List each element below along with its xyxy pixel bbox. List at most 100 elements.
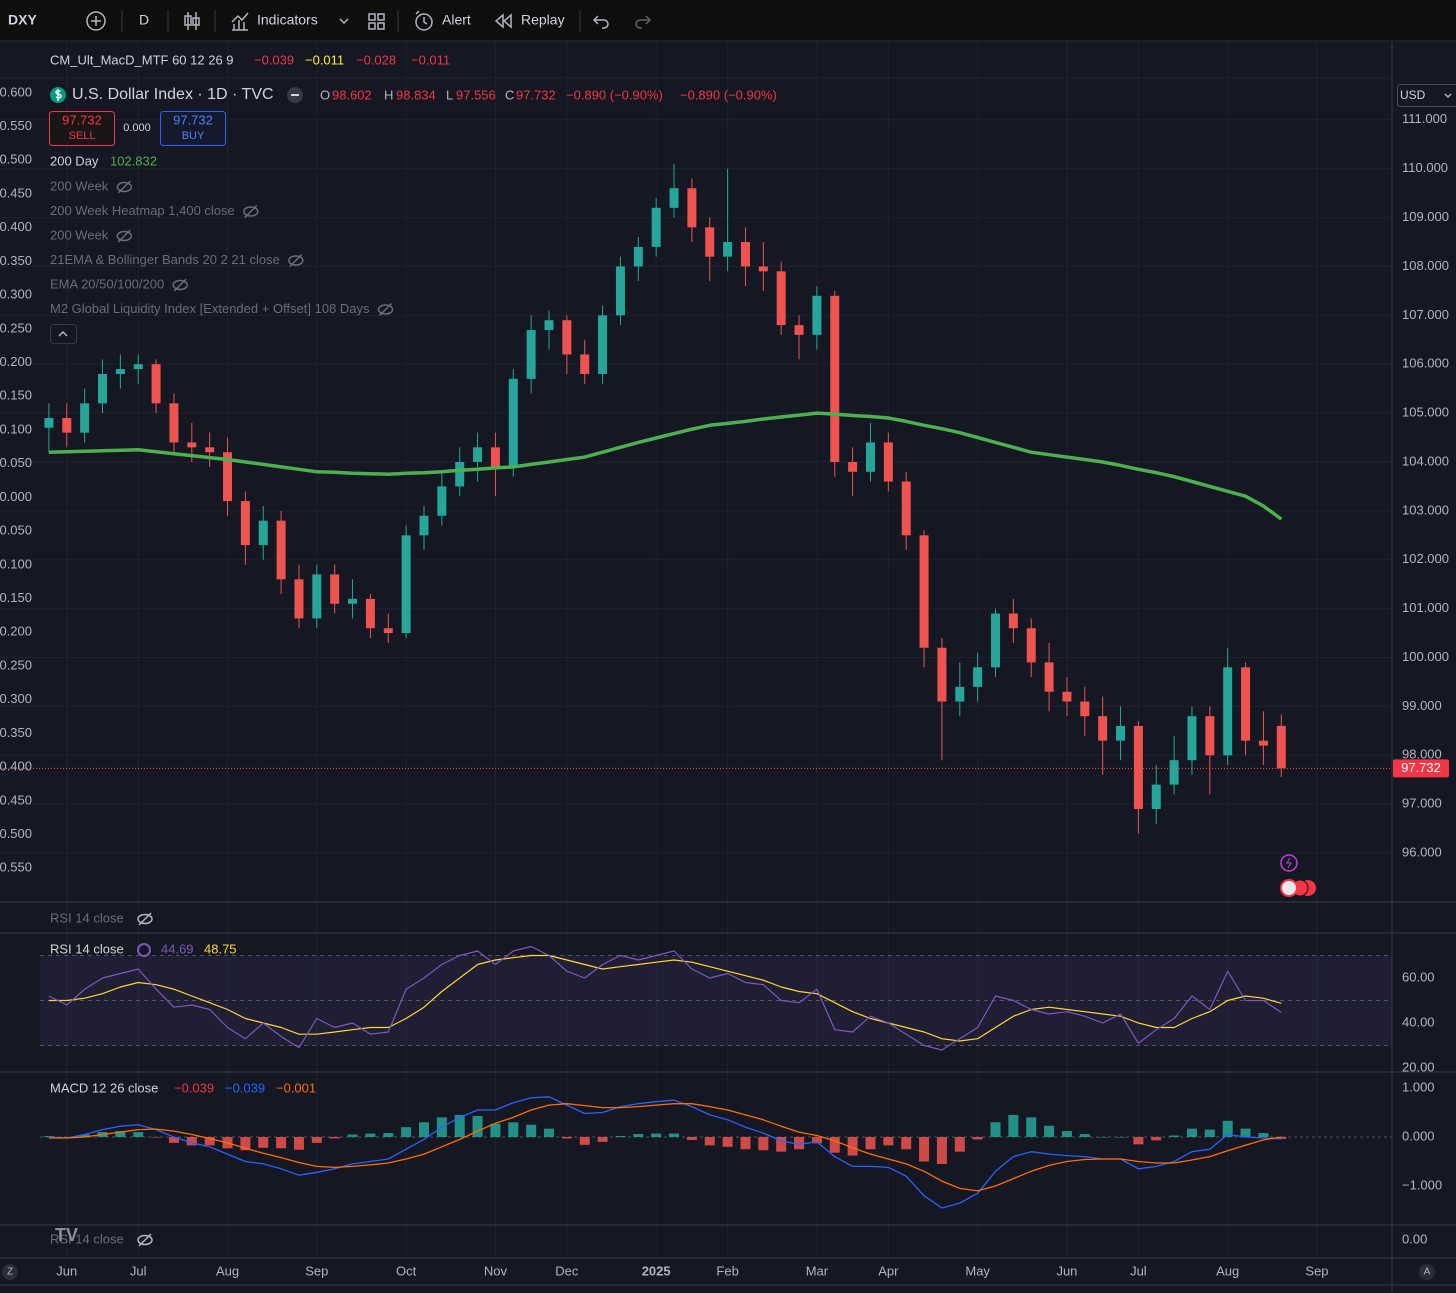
eye-off-icon[interactable] [137,1233,153,1247]
hidden-indicators: 200 Week 200 Week Heatmap 1,400 close 200 … [50,178,394,317]
candle-body [901,481,911,536]
y2-tick-label: 0.250 [0,320,32,335]
y2-tick-label: 0.050 [0,455,32,470]
macd-histogram-bar [1026,1117,1037,1137]
buy-price: 97.732 [173,112,213,127]
currency-select[interactable] [1397,84,1456,107]
candle-body [133,364,143,370]
rsi-ma-value: 48.75 [204,941,237,956]
macd-histogram-bar [1061,1131,1072,1137]
eye-off-icon[interactable] [137,912,153,926]
eye-off-slash [117,229,131,243]
change: −0.890 (−0.90%) [566,87,663,102]
candle-body [80,403,90,433]
eye-off-icon[interactable] [288,253,304,268]
toolbar [0,0,1456,41]
macd-histogram-bar [1186,1128,1197,1137]
y-tick-label: 40.00 [1402,1014,1435,1029]
hidden-indicator: 21EMA & Bollinger Bands 20 2 21 close [50,252,280,267]
macd-histogram-bar [901,1136,912,1150]
y2-tick-label: −0.350 [0,725,32,740]
y2-tick-label: −0.450 [0,792,32,807]
macd-histogram-bar [954,1136,965,1152]
y2-tick-label: 0.450 [0,185,32,200]
candle-body [169,403,179,443]
corner-button[interactable] [2,1264,18,1280]
chart-type-icon[interactable] [184,12,200,30]
alert-icon[interactable] [415,13,433,31]
indicators-chevron[interactable] [339,18,349,25]
candle-body [758,266,768,272]
y2-tick-label: 0.300 [0,287,32,302]
eye-off-icon[interactable] [172,278,188,292]
y-tick-label: 109.000 [1402,209,1449,224]
candle-body [973,667,983,687]
candle-body [1223,667,1233,756]
y-tick-label: 106.000 [1402,356,1449,371]
corner-button[interactable] [1419,1264,1435,1280]
macd-histogram-bar [401,1127,412,1137]
indicators-button[interactable]: Indicators [257,12,318,28]
y2-tick-label: −0.250 [0,657,32,672]
macd-histogram-bar [383,1133,394,1137]
alert-button[interactable]: Alert [442,12,471,28]
sell-label: SELL [69,130,96,142]
macd-mtf-value: −0.011 [305,52,344,67]
event-icon[interactable] [1280,854,1298,872]
candle-body [955,686,965,702]
currency-badge-glyph [55,89,62,101]
ma-legend-name: 200 Day [50,153,99,168]
ohlc-value: 97.732 [516,87,556,102]
candle-body [651,207,661,247]
candle-body [812,295,822,335]
redo-icon[interactable] [635,15,652,29]
add-symbol-icon[interactable] [86,11,106,31]
sell-button[interactable] [49,111,115,146]
eye-off-icon[interactable] [116,229,133,243]
macd-histogram-bar [276,1136,287,1149]
candle-body [1044,662,1054,692]
x-tick-label: Apr [878,1263,899,1278]
x-tick-label: 2025 [642,1263,671,1278]
economic-events[interactable] [1280,879,1316,897]
candle-body [1133,725,1143,810]
macd-histogram-bar [526,1124,537,1137]
instrument-title[interactable]: U.S. Dollar Index · 1D · TVC [72,86,274,103]
x-tick-label: Sep [305,1263,328,1278]
y-tick-label: 101.000 [1402,600,1449,615]
macd-histogram-bar [490,1123,501,1137]
macd-histogram-bar [1044,1125,1055,1137]
buy-button[interactable] [160,111,226,146]
collapse-legend-button[interactable] [50,324,77,344]
y-tick-label: 0.000 [1402,1128,1435,1143]
currency[interactable]: USD [1400,88,1426,102]
y-tick-label: 99.000 [1402,698,1442,713]
macd-histogram-bar [186,1136,197,1146]
macd-histogram-bar [615,1136,626,1137]
templates-icon[interactable] [368,13,385,30]
macd-value: −0.039 [225,1080,265,1095]
macd-histogram-bar [1204,1129,1215,1137]
ma-legend-value: 102.832 [110,153,157,168]
ohlc-key: L [446,87,453,102]
x-tick-label: Nov [484,1263,508,1278]
replay-icon[interactable] [494,13,512,29]
event-icon-glyph [1286,857,1292,869]
y2-tick-label: −0.050 [0,523,32,538]
y-tick-label: 105.000 [1402,405,1449,420]
macd-histogram-bar [972,1136,983,1140]
candle-body [1098,716,1108,741]
eye-off-icon[interactable] [116,180,133,194]
macd-histogram-bar [1133,1136,1144,1145]
alert-icon-hands [415,10,428,25]
last-price-tag [1393,759,1449,778]
macd-histogram-bar [168,1136,179,1143]
symbol[interactable]: DXY [8,12,37,28]
eye-off-icon[interactable] [243,204,259,219]
replay-button[interactable]: Replay [521,12,565,28]
undo-icon[interactable] [592,15,609,29]
interval[interactable]: D [139,12,149,28]
eye-off-icon[interactable] [377,302,394,317]
macd-histogram-bar [61,1136,72,1138]
indicators-icon[interactable] [231,12,249,31]
